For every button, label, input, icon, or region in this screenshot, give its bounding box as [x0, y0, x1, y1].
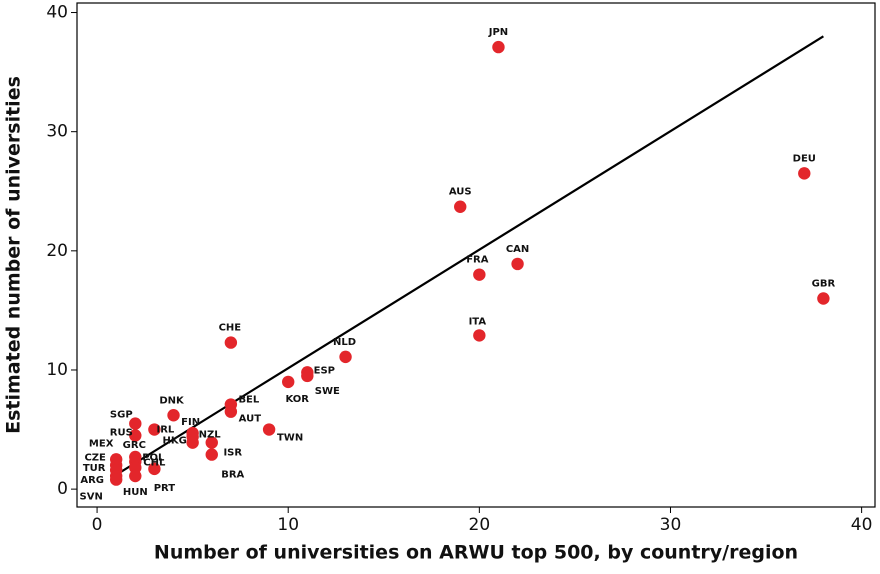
- point-label: AUS: [449, 187, 472, 198]
- point: [262, 423, 276, 436]
- point-label: IRL: [157, 425, 175, 436]
- point-label: ITA: [469, 316, 487, 327]
- y-tick-label: 0: [57, 479, 68, 499]
- point-label: DEU: [793, 153, 816, 164]
- point: [129, 429, 142, 442]
- point-label: JPN: [488, 27, 508, 38]
- y-tick-label: 10: [46, 360, 68, 380]
- point: [109, 473, 123, 486]
- y-axis-title: Estimated number of universities: [3, 76, 25, 434]
- point-label: NLD: [333, 337, 356, 348]
- x-tick-label: 10: [277, 515, 299, 535]
- point-label: TUR: [83, 463, 106, 474]
- point-label: HUN: [123, 487, 148, 498]
- point: [473, 329, 486, 342]
- point-label: RUS: [110, 428, 133, 439]
- point: [511, 257, 524, 271]
- point: [798, 167, 811, 180]
- point: [167, 409, 180, 422]
- point-label: ESP: [314, 365, 335, 376]
- point-label: CZE: [84, 452, 106, 463]
- x-tick-label: 20: [469, 515, 491, 535]
- point-label: AUT: [239, 414, 262, 425]
- point: [186, 436, 199, 449]
- point: [224, 336, 238, 349]
- plot-frame: [76, 2, 876, 508]
- x-tick-label: 40: [851, 515, 873, 535]
- point: [129, 417, 142, 430]
- point: [492, 40, 505, 54]
- point: [129, 469, 142, 483]
- point-label: MEX: [89, 438, 114, 449]
- point-label: FIN: [181, 417, 200, 428]
- point: [205, 436, 218, 449]
- point: [339, 350, 352, 364]
- y-tick-label: 40: [46, 3, 68, 23]
- point: [817, 292, 830, 305]
- y-tick-label: 20: [46, 241, 68, 261]
- point-label: CHL: [143, 458, 166, 469]
- y-tick-label: 30: [46, 122, 68, 142]
- point-label: SVN: [80, 492, 103, 503]
- point: [148, 462, 161, 476]
- point-label: ARG: [80, 475, 104, 486]
- point-label: HKG: [162, 436, 186, 447]
- point: [224, 405, 238, 418]
- point-label: FRA: [466, 255, 489, 266]
- point-label: PRT: [154, 483, 176, 494]
- point: [282, 375, 295, 389]
- x-tick-label: 30: [660, 515, 682, 535]
- point-label: GRC: [123, 440, 146, 451]
- point-label: DNK: [159, 395, 185, 406]
- point-label: CAN: [506, 244, 529, 255]
- point-label: SGP: [110, 410, 133, 421]
- point-label: BEL: [238, 395, 259, 406]
- point-label: NZL: [199, 430, 222, 441]
- point: [301, 369, 314, 383]
- x-axis-title: Number of universities on ARWU top 500, …: [154, 542, 798, 564]
- x-tick-label: 0: [92, 515, 103, 535]
- point-label: KOR: [285, 394, 309, 405]
- point-label: GBR: [812, 278, 836, 289]
- point: [205, 448, 218, 461]
- point: [473, 268, 486, 281]
- point-label: POL: [142, 453, 165, 464]
- point-label: TWN: [277, 433, 303, 444]
- point: [148, 423, 161, 436]
- point-label: BRA: [221, 470, 244, 481]
- point: [454, 200, 467, 213]
- point-label: CHE: [219, 323, 242, 334]
- point-label: ISR: [223, 448, 242, 459]
- point-label: SWE: [315, 386, 340, 397]
